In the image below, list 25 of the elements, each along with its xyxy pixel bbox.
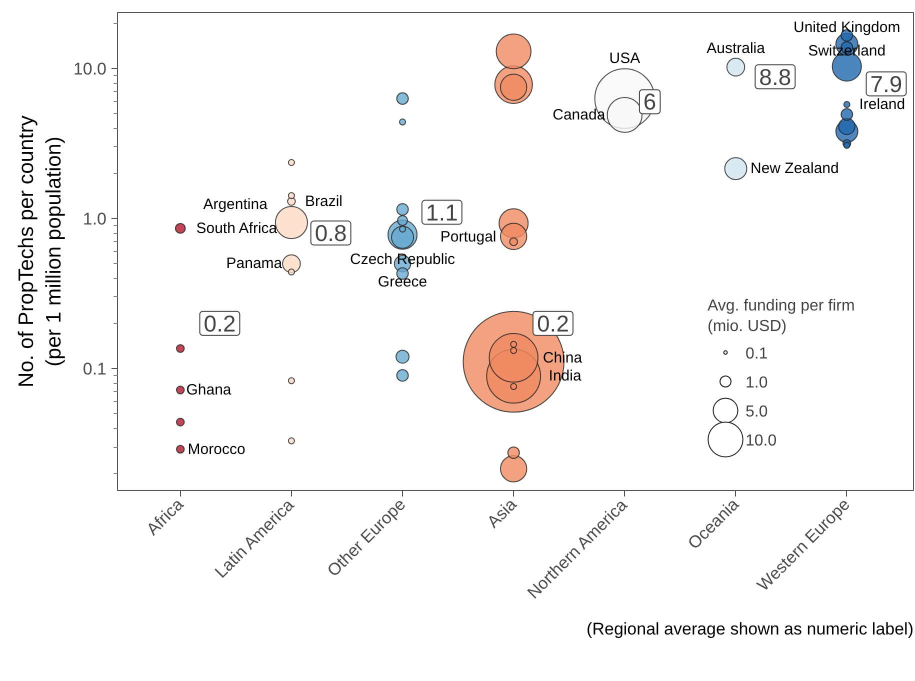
- legend-label: 10.0: [746, 432, 777, 450]
- legend-label: 5.0: [746, 404, 768, 420]
- annotation: Ghana: [186, 381, 232, 398]
- annotation: South Africa: [196, 220, 278, 237]
- annotation: Australia: [706, 40, 766, 57]
- legend-label: 0.1: [746, 346, 768, 362]
- annotation: Argentina: [203, 196, 268, 213]
- annotation: Portugal: [440, 228, 496, 246]
- x-tick-label: Asia: [484, 494, 521, 532]
- text: (Regional average shown as numeric label): [586, 620, 914, 638]
- annotation: Ireland: [859, 96, 906, 114]
- annotation: Greece: [378, 273, 428, 290]
- annotation: USA: [609, 50, 640, 68]
- y-tick-label: 1.0: [82, 210, 107, 229]
- annotation: Morocco: [188, 440, 246, 458]
- annotation: Brazil: [304, 192, 343, 210]
- annotation: United Kingdom: [793, 18, 900, 36]
- legend-label: 1.0: [746, 374, 768, 392]
- annotation: Panama: [226, 255, 283, 272]
- annotation: New Zealand: [750, 160, 839, 178]
- y-tick-label: 10.0: [73, 59, 107, 78]
- legend-title: Avg. funding per firm (mio. USD): [708, 298, 855, 335]
- y-tick-label: 0.1: [82, 360, 107, 379]
- y-axis-title: No. of PropTechs per country (per 1 million population): [14, 115, 66, 388]
- data-label: 6: [643, 88, 656, 115]
